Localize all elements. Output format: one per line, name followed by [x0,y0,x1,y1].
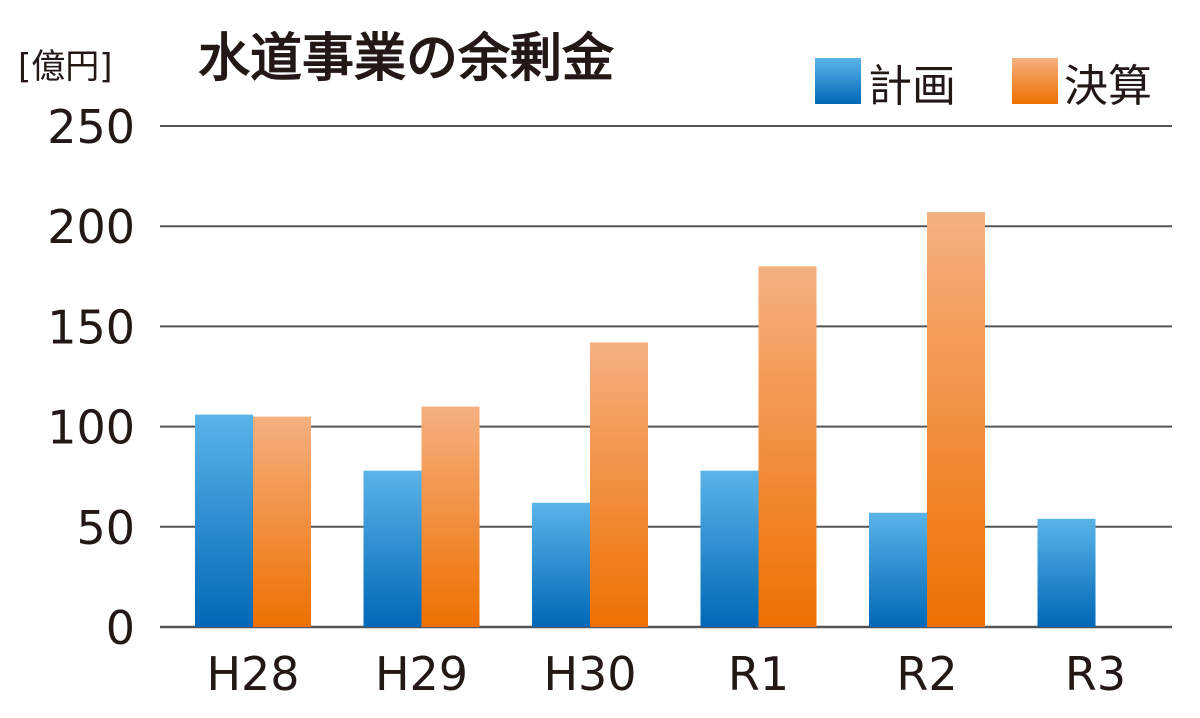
x-tick-label: R3 [1065,647,1126,701]
legend: 計画 決算 [815,58,1152,112]
x-tick-label: R2 [896,647,957,701]
bar-result-H30 [590,342,648,627]
bar-plan-H30 [532,502,590,627]
legend-swatch-plan [815,58,861,104]
bar-plan-R3 [1037,518,1096,627]
y-tick-label: 50 [76,501,135,555]
legend-label-plan: 計画 [868,61,956,112]
bar-plan-H28 [195,414,253,627]
y-tick-label: 250 [47,100,135,154]
y-tick-label: 200 [47,200,135,254]
bar-result-R2 [927,212,985,627]
x-tick-label: H28 [206,647,299,701]
bar-plan-R2 [869,512,927,627]
legend-label-result: 決算 [1064,61,1152,112]
bar-result-H29 [421,406,480,627]
x-tick-label: H29 [375,647,468,701]
legend-swatch-result [1012,58,1058,104]
bar-plan-R1 [700,470,759,627]
bar-result-H28 [253,416,311,627]
y-tick-label: 150 [47,300,135,354]
y-tick-label: 0 [106,601,135,655]
bar-result-R1 [758,266,817,627]
x-tick-label: H30 [543,647,636,701]
y-tick-label: 100 [47,401,135,455]
chart-title: 水道事業の余剰金 [198,29,615,89]
bar-plan-H29 [363,470,422,627]
x-tick-label: R1 [728,647,789,701]
y-axis-unit-label: [億円] [18,47,113,87]
